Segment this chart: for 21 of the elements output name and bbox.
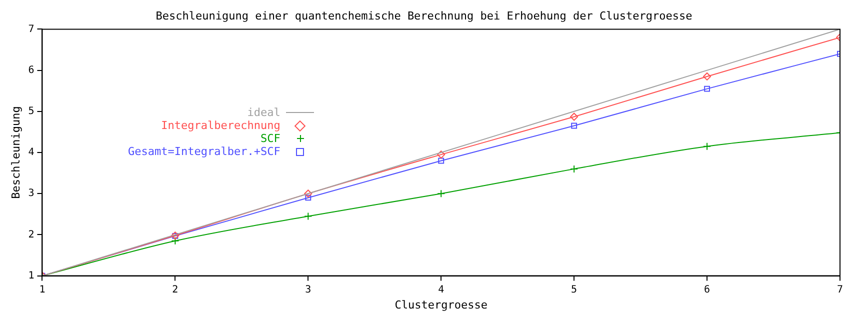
y-tick-label: 2 bbox=[28, 229, 34, 240]
chart-title: Beschleunigung einer quantenchemische Berechnung bei Erhoehung der Clustergroesse bbox=[156, 9, 692, 22]
legend-label: ideal bbox=[247, 106, 280, 119]
x-tick-label: 4 bbox=[438, 284, 444, 296]
y-tick-label: 7 bbox=[28, 24, 34, 35]
x-tick-label: 6 bbox=[704, 284, 710, 296]
y-tick-label: 4 bbox=[28, 147, 34, 158]
x-tick-label: 5 bbox=[571, 284, 578, 296]
y-tick-label: 1 bbox=[28, 270, 34, 282]
y-tick-label: 5 bbox=[28, 106, 34, 117]
y-tick-label: 3 bbox=[28, 188, 34, 200]
legend-label: Integralberechnung bbox=[161, 119, 280, 132]
x-tick-label: 3 bbox=[305, 284, 312, 296]
x-tick-label: 1 bbox=[39, 284, 46, 296]
legend-label: Gesamt=Integralber.+SCF bbox=[128, 145, 280, 158]
x-tick-label: 2 bbox=[172, 284, 178, 296]
legend-label: SCF bbox=[260, 132, 280, 145]
x-tick-label: 7 bbox=[836, 284, 844, 296]
y-tick-label: 6 bbox=[28, 64, 34, 76]
y-axis-title: Beschleunigung bbox=[9, 106, 22, 199]
x-axis-title: Clustergroesse bbox=[394, 298, 488, 312]
